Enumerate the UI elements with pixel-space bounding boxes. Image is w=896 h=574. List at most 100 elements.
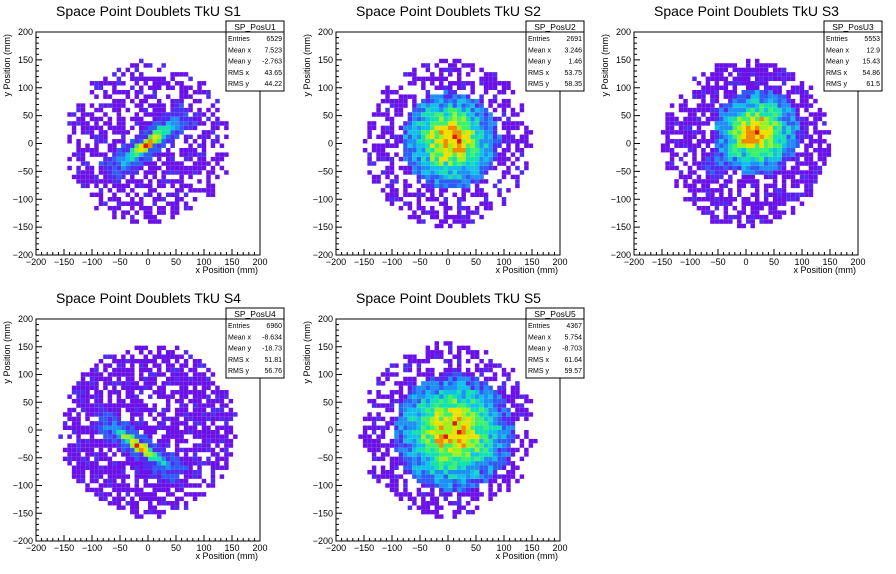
histogram-bin	[737, 94, 742, 99]
histogram-bin	[813, 130, 818, 135]
histogram-bin	[76, 147, 81, 153]
histogram-bin	[201, 443, 207, 448]
histogram-bin	[139, 58, 144, 64]
histogram-bin	[210, 421, 216, 426]
histogram-bin	[206, 170, 211, 175]
histogram-bin	[67, 156, 72, 162]
histogram-bin	[772, 94, 778, 99]
histogram-bin	[696, 94, 702, 99]
histogram-bin	[799, 174, 805, 180]
histogram-bin	[741, 98, 746, 104]
histogram-bin	[116, 403, 122, 408]
histogram-bin	[197, 403, 202, 408]
histogram-bin	[465, 98, 471, 104]
histogram-bin	[98, 116, 104, 122]
histogram-bin	[134, 514, 140, 519]
histogram-bin	[714, 197, 720, 202]
x-tick-label: −150	[652, 257, 672, 267]
histogram-bin	[179, 372, 184, 377]
histogram-bin	[430, 412, 435, 417]
histogram-bin	[174, 496, 180, 502]
histogram-bin	[112, 416, 117, 422]
histogram-bin	[781, 121, 787, 126]
histogram-bin	[470, 461, 475, 466]
histogram-bin	[439, 452, 444, 457]
histogram-bin	[506, 456, 511, 462]
histogram-bin	[456, 152, 462, 157]
histogram-bin	[741, 161, 746, 166]
histogram-bin	[165, 501, 171, 506]
histogram-bin	[443, 438, 448, 444]
histogram-bin	[156, 156, 162, 162]
histogram-bin	[768, 116, 773, 122]
histogram-bin	[224, 438, 229, 444]
histogram-bin	[206, 443, 211, 448]
histogram-bin	[421, 210, 426, 215]
histogram-bin	[121, 98, 126, 104]
histogram-bin	[470, 385, 475, 391]
histogram-bin	[156, 107, 162, 113]
histogram-bin	[479, 188, 484, 193]
histogram-bin	[192, 421, 198, 426]
histogram-bin	[143, 112, 148, 117]
histogram-bin	[421, 443, 426, 448]
histogram-bin	[121, 478, 126, 484]
histogram-bin	[777, 72, 782, 77]
histogram-bin	[430, 443, 435, 448]
histogram-bin	[107, 461, 113, 466]
histogram-bin	[152, 358, 157, 364]
histogram-bin	[763, 201, 769, 206]
histogram-bin	[728, 165, 733, 171]
histogram-bin	[125, 452, 131, 457]
histogram-bin	[790, 170, 796, 175]
histogram-bin	[479, 367, 484, 373]
histogram-bin	[759, 201, 764, 206]
histogram-bin	[215, 438, 220, 444]
y-tick-label: 100	[616, 83, 631, 93]
histogram-bin	[669, 165, 675, 171]
histogram-bin	[510, 385, 516, 391]
histogram-bin	[759, 170, 764, 175]
histogram-bin	[161, 465, 166, 470]
histogram-bin	[434, 505, 440, 510]
histogram-bin	[434, 183, 440, 189]
histogram-bin	[808, 192, 814, 198]
histogram-bin	[107, 465, 113, 470]
histogram-bin	[130, 443, 135, 448]
histogram-bin	[103, 201, 108, 206]
histogram-bin	[754, 85, 760, 90]
histogram-bin	[179, 125, 184, 131]
y-tick-label: −200	[313, 536, 333, 546]
histogram-bin	[448, 341, 453, 346]
histogram-bin	[192, 197, 198, 202]
histogram-bin	[763, 174, 769, 180]
histogram-bin	[790, 116, 796, 122]
histogram-bin	[98, 201, 104, 206]
histogram-bin	[768, 170, 773, 175]
histogram-bin	[439, 183, 444, 189]
histogram-bin	[201, 121, 207, 126]
histogram-bin	[385, 443, 390, 448]
histogram-bin	[389, 170, 395, 175]
histogram-bin	[714, 85, 720, 90]
histogram-bin	[488, 363, 493, 368]
histogram-bin	[705, 139, 711, 144]
histogram-bin	[210, 390, 216, 395]
histogram-bin	[192, 381, 198, 386]
histogram-bin	[452, 63, 457, 68]
histogram-bin	[116, 125, 122, 131]
histogram-bin	[134, 152, 140, 157]
histogram-bin	[161, 170, 166, 175]
histogram-bin	[421, 183, 426, 189]
histogram-bin	[723, 143, 729, 148]
histogram-bin	[430, 438, 435, 444]
histogram-bin	[470, 416, 475, 422]
histogram-bin	[723, 183, 729, 189]
histogram-bin	[723, 67, 729, 73]
histogram-bin	[215, 390, 220, 395]
histogram-bin	[179, 188, 184, 193]
histogram-bin	[506, 487, 511, 493]
histogram-bin	[76, 143, 81, 148]
histogram-bin	[156, 134, 162, 140]
histogram-bin	[425, 443, 431, 448]
